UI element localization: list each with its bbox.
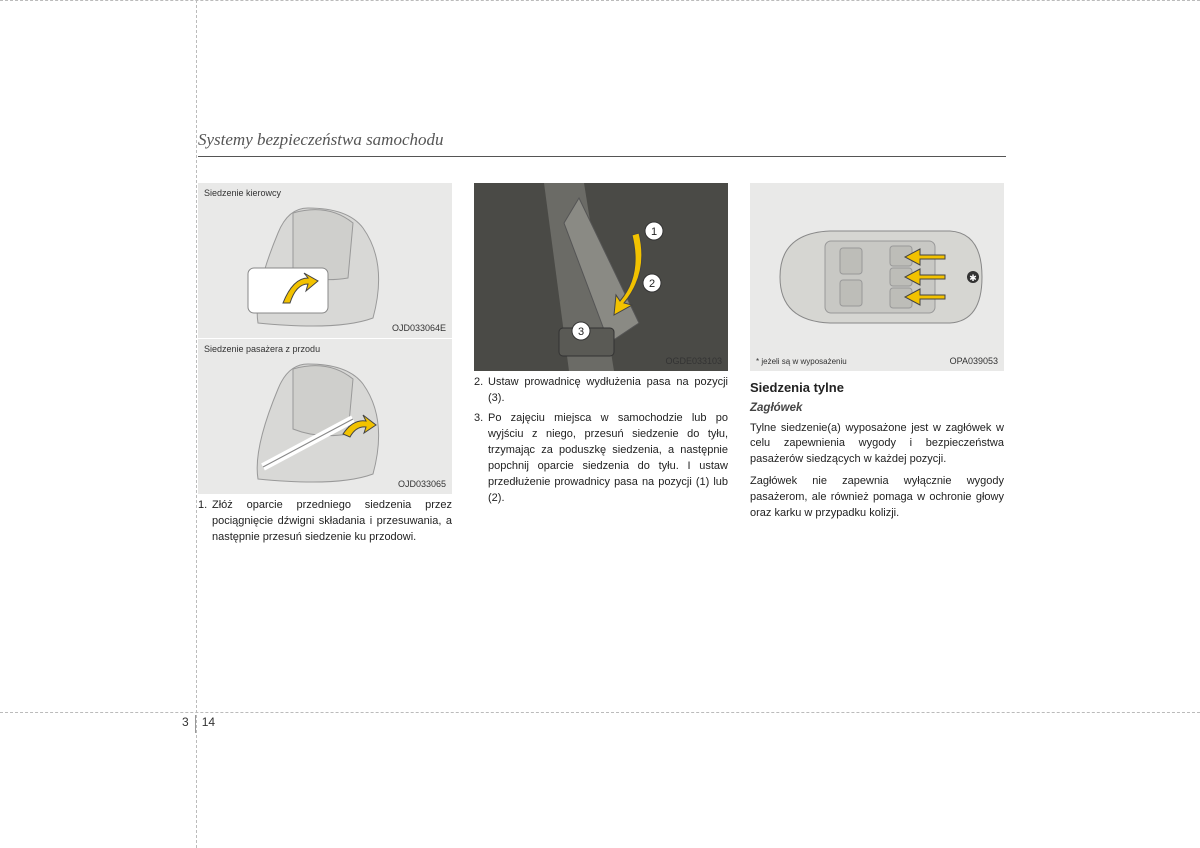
figure-footnote: * jeżeli są w wyposażeniu [756,356,847,368]
list-item-2: 2. Ustaw prowadnicę wydłużenia pasa na p… [474,375,728,407]
svg-text:2: 2 [649,278,655,290]
page-number-value: 14 [196,715,215,729]
figure-car-top-view: ✱ * jeżeli są w wyposażeniu OPA039053 [750,183,1004,371]
page-number: 3 14 [182,715,215,733]
list-number: 1. [198,498,212,546]
heading-rear-seats: Siedzenia tylne [750,379,1004,398]
list-text: Ustaw prowadnicę wydłużenia pasa na pozy… [488,375,728,407]
columns: Siedzenie kierowcy OJD033064E Siedzenie … [198,183,1006,546]
column-2: 1 2 3 OGDE033103 2. Ustaw prowadnicę wyd… [474,183,728,546]
list-number: 3. [474,411,488,507]
figure-passenger-seat: Siedzenie pasażera z przodu OJD033065 [198,338,452,494]
column-1: Siedzenie kierowcy OJD033064E Siedzenie … [198,183,452,546]
crop-guide-top [0,0,1200,1]
list-text: Złóż oparcie przedniego siedzenia przez … [212,498,452,546]
figure-code: OPA039053 [950,355,998,368]
figure-caption: Siedzenie pasażera z przodu [204,343,320,356]
paragraph: Zagłówek nie zapewnia wyłącznie wygody p… [750,474,1004,522]
crop-guide-bottom [0,712,1200,713]
figure-belt-guide: 1 2 3 OGDE033103 [474,183,728,371]
car-topview-illustration: ✱ [750,183,1004,371]
seat-illustration [198,339,452,494]
list-item-3: 3. Po zajęciu miejsca w samochodzie lub … [474,411,728,507]
subheading-headrest: Zagłówek [750,400,1004,417]
seat-illustration [198,183,452,338]
list-text: Po zajęciu miejsca w samochodzie lub po … [488,411,728,507]
paragraph: Tylne siedzenie(a) wyposażone jest w zag… [750,421,1004,469]
figure-caption: Siedzenie kierowcy [204,187,281,200]
chapter-number: 3 [182,715,196,733]
figure-code: OJD033064E [392,322,446,335]
figure-code: OGDE033103 [665,355,722,368]
svg-text:3: 3 [578,326,584,338]
section-header: Systemy bezpieczeństwa samochodu [198,130,1006,157]
belt-guide-illustration: 1 2 3 [474,183,728,371]
page-content: Systemy bezpieczeństwa samochodu Siedzen… [198,130,1006,546]
list-number: 2. [474,375,488,407]
list-item-1: 1. Złóż oparcie przedniego siedzenia prz… [198,498,452,546]
column-3: ✱ * jeżeli są w wyposażeniu OPA039053 Si… [750,183,1004,546]
svg-text:1: 1 [651,226,657,238]
figure-code: OJD033065 [398,478,446,491]
svg-text:✱: ✱ [969,273,977,283]
figure-driver-seat: Siedzenie kierowcy OJD033064E [198,183,452,338]
